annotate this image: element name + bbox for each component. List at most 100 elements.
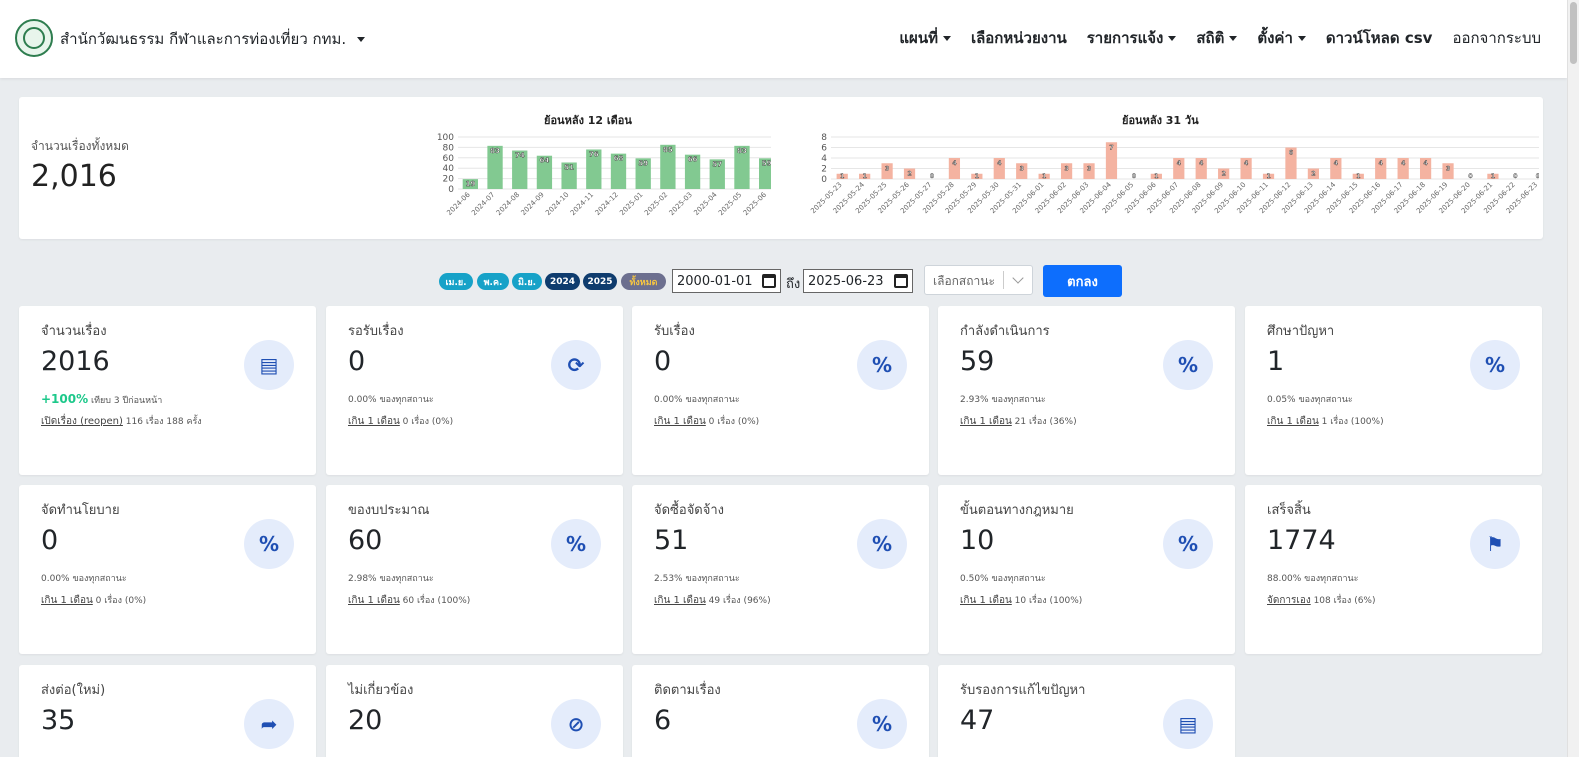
- date-from-value: 2000-01-01: [677, 273, 753, 289]
- stat-value: 2016: [41, 346, 110, 377]
- nav-item-5[interactable]: ดาวน์โหลด csv: [1326, 26, 1433, 50]
- scrollbar[interactable]: [1567, 0, 1579, 757]
- data-label: 4: [1177, 160, 1181, 167]
- chart-bar: [536, 155, 553, 189]
- stat-card[interactable]: เสร็จสิ้น 1774 88.00% ของทุกสถานะ จัดการเอง…: [1245, 485, 1542, 654]
- brand-dropdown[interactable]: สำนักวัฒนธรรม กีฬาและการท่องเที่ยว กทม.: [60, 27, 366, 51]
- data-label: 59: [762, 159, 771, 167]
- stat-value: 35: [41, 705, 76, 736]
- chart-bar: [1240, 158, 1252, 179]
- stat-title: รับรองการแก้ไขปัญหา: [960, 683, 1086, 698]
- y-tick-label: 80: [443, 143, 455, 153]
- status-select[interactable]: เลือกสถานะ: [924, 265, 1033, 295]
- date-to-input[interactable]: 2025-06-23: [803, 269, 913, 293]
- calendar-icon[interactable]: [762, 274, 776, 288]
- chart-bar: [1487, 173, 1499, 179]
- data-label: 4: [1244, 160, 1248, 167]
- chart-bar: [487, 145, 503, 189]
- stat-link-row: เกิน 1 เดือน 0 เรื่อง (0%): [41, 593, 146, 608]
- data-label: 1: [1154, 173, 1158, 180]
- x-tick-label: 2024-09: [519, 191, 545, 217]
- filter-pill[interactable]: พ.ค.: [477, 273, 509, 290]
- stat-card[interactable]: ติดตามเรื่อง 6%: [632, 665, 929, 757]
- stat-link-row: เกิน 1 เดือน 10 เรื่อง (100%): [960, 593, 1082, 608]
- ok-button[interactable]: ตกลง: [1043, 265, 1122, 297]
- stat-card[interactable]: รับเรื่อง 0 0.00% ของทุกสถานะ เกิน 1 เดือน …: [632, 306, 929, 475]
- date-from-input[interactable]: 2000-01-01: [672, 269, 781, 293]
- x-tick-label: 2025-04: [692, 190, 719, 217]
- stat-sub-text: 2.93% ของทุกสถานะ: [960, 395, 1046, 405]
- stat-card[interactable]: ศึกษาปัญหา 1 0.05% ของทุกสถานะ เกิน 1 เดือน…: [1245, 306, 1542, 475]
- checkered-flag-icon: ⚑: [1470, 519, 1520, 569]
- stat-link[interactable]: เกิน 1 เดือน: [960, 595, 1012, 606]
- stat-card[interactable]: จำนวนเรื่อง 2016 +100% เทียบ 3 ปีก่อนหน้าเ…: [19, 306, 316, 475]
- nav-item-2[interactable]: รายการแจ้ง: [1087, 26, 1177, 50]
- stat-link[interactable]: เกิน 1 เดือน: [348, 595, 400, 606]
- nav-item-4[interactable]: ตั้งค่า: [1257, 26, 1306, 50]
- chart-bar: [1307, 168, 1320, 179]
- filter-pill[interactable]: ทั้งหมด: [621, 273, 666, 290]
- stat-title: จัดทำนโยบาย: [41, 503, 120, 518]
- x-tick-label: 2024-08: [495, 191, 521, 217]
- chart-bar: [1419, 158, 1432, 179]
- stat-card[interactable]: รับรองการแก้ไขปัญหา 47 ▤: [938, 665, 1235, 757]
- stat-card[interactable]: จัดทำนโยบาย 0 0.00% ของทุกสถานะ เกิน 1 เดือ…: [19, 485, 316, 654]
- data-label: 0: [1513, 173, 1517, 180]
- stat-link[interactable]: จัดการเอง: [1267, 595, 1311, 606]
- stat-card[interactable]: กำลังดำเนินการ 59 2.93% ของทุกสถานะ เกิน 1 …: [938, 306, 1235, 475]
- stat-card[interactable]: ของบประมาณ 60 2.98% ของทุกสถานะ เกิน 1 เดือ…: [326, 485, 623, 654]
- stat-link[interactable]: เกิน 1 เดือน: [960, 416, 1012, 427]
- stat-card[interactable]: จัดซื้อจัดจ้าง 51 2.53% ของทุกสถานะ เกิน 1 …: [632, 485, 929, 654]
- stat-card[interactable]: ไม่เกี่ยวข้อง 20 ⊘: [326, 665, 623, 757]
- percent-icon: %: [857, 519, 907, 569]
- stat-title: ติดตามเรื่อง: [654, 683, 721, 698]
- stat-link[interactable]: เกิน 1 เดือน: [348, 416, 400, 427]
- x-tick-label: 2025-02: [643, 191, 669, 217]
- stat-link[interactable]: เกิน 1 เดือน: [654, 416, 706, 427]
- stat-card[interactable]: ส่งต่อ(ใหม่) 35 ➦: [19, 665, 316, 757]
- stat-link[interactable]: เปิดเรื่อง (reopen): [41, 416, 123, 427]
- y-tick-label: 60: [443, 154, 455, 164]
- filter-pill[interactable]: มิ.ย.: [512, 273, 542, 290]
- stat-link[interactable]: เกิน 1 เดือน: [654, 595, 706, 606]
- stat-link-tail: 108 เรื่อง (6%): [1313, 596, 1376, 606]
- chart-bar: [993, 158, 1005, 179]
- filter-pill[interactable]: 2024: [545, 273, 580, 290]
- stat-card[interactable]: รอรับเรื่อง 0 0.00% ของทุกสถานะ เกิน 1 เดือ…: [326, 306, 623, 475]
- stat-card[interactable]: ขั้นตอนทางกฎหมาย 10 0.50% ของทุกสถานะ เกิน …: [938, 485, 1235, 654]
- stat-link-tail: 21 เรื่อง (36%): [1014, 417, 1077, 427]
- stat-link-tail: 1 เรื่อง (100%): [1321, 417, 1384, 427]
- nav-item-1[interactable]: เลือกหน่วยงาน: [971, 26, 1067, 50]
- nav-item-6[interactable]: ออกจากระบบ: [1452, 26, 1541, 50]
- organization-logo[interactable]: [15, 19, 53, 57]
- y-tick-label: 0: [448, 185, 454, 195]
- nav-item-0[interactable]: แผนที่: [899, 26, 951, 50]
- x-tick-label: 2025-05: [717, 191, 743, 217]
- filter-bar: เม.ย. พ.ค. มิ.ย. 2024 2025 ทั้งหมด 2000-01-01…: [0, 262, 1567, 298]
- chart-bar: [1083, 163, 1095, 179]
- status-placeholder: เลือกสถานะ: [933, 274, 995, 288]
- data-label: 6: [1289, 150, 1293, 157]
- filter-pill[interactable]: 2025: [583, 273, 617, 290]
- filter-pill[interactable]: เม.ย.: [439, 273, 473, 290]
- x-tick-label: 2025-03: [668, 191, 694, 217]
- stat-value: 1774: [1267, 525, 1336, 556]
- stat-value: 0: [41, 525, 59, 556]
- y-tick-label: 20: [443, 175, 455, 185]
- document-stack-icon: ▤: [1163, 699, 1213, 749]
- data-label: 66: [688, 156, 698, 164]
- data-label: 3: [885, 165, 889, 172]
- data-label: 1: [863, 173, 867, 180]
- chart-bar: [1397, 158, 1409, 179]
- calendar-icon[interactable]: [894, 274, 908, 288]
- chart-bar: [512, 150, 528, 189]
- stat-link[interactable]: เกิน 1 เดือน: [41, 595, 93, 606]
- chart-bar: [1262, 173, 1275, 179]
- stat-title: ขั้นตอนทางกฎหมาย: [960, 503, 1074, 518]
- chevron-down-icon: [1229, 35, 1238, 41]
- stat-link[interactable]: เกิน 1 เดือน: [1267, 416, 1319, 427]
- data-label: 59: [638, 159, 648, 167]
- stat-title: รับเรื่อง: [654, 324, 695, 339]
- nav-item-3[interactable]: สถิติ: [1196, 26, 1238, 50]
- x-tick-label: 2024-07: [470, 191, 496, 217]
